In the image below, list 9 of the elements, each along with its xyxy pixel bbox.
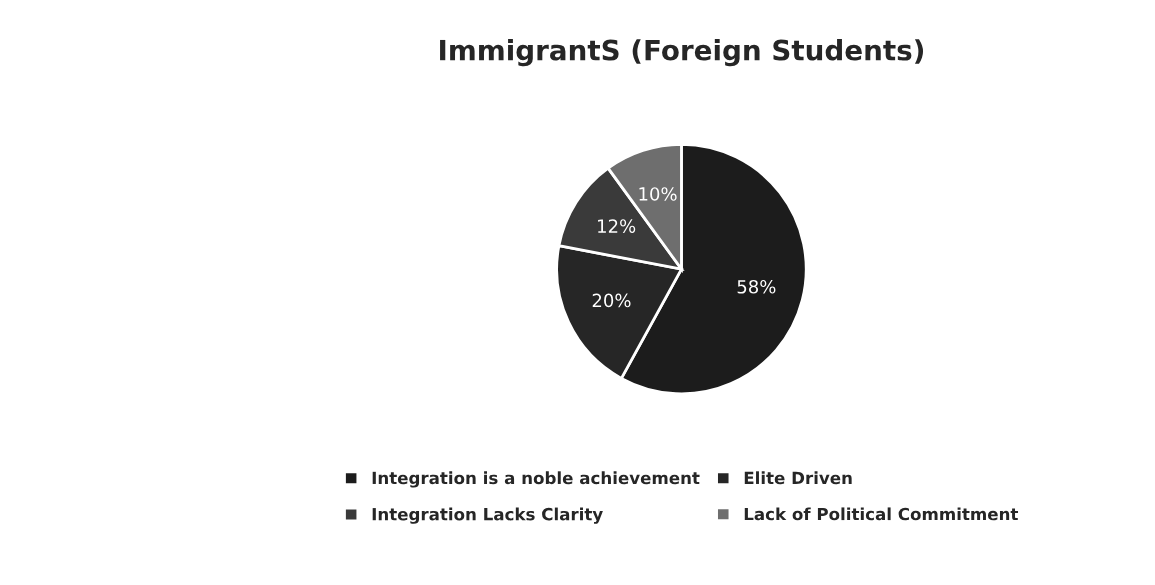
data-label: 20%: [592, 293, 631, 308]
legend-label: Lack of Political Commitment: [744, 507, 1019, 521]
chart-title: ImmigrantS (Foreign Students): [440, 39, 924, 67]
legend-label: Integration Lacks Clarity: [372, 507, 603, 524]
data-label: 12%: [598, 219, 636, 233]
legend-label: Elite Driven: [744, 471, 852, 485]
data-label: 10%: [639, 187, 677, 201]
data-label: 58%: [737, 279, 776, 294]
legend-label: Integration is a noble achievement: [372, 471, 700, 488]
